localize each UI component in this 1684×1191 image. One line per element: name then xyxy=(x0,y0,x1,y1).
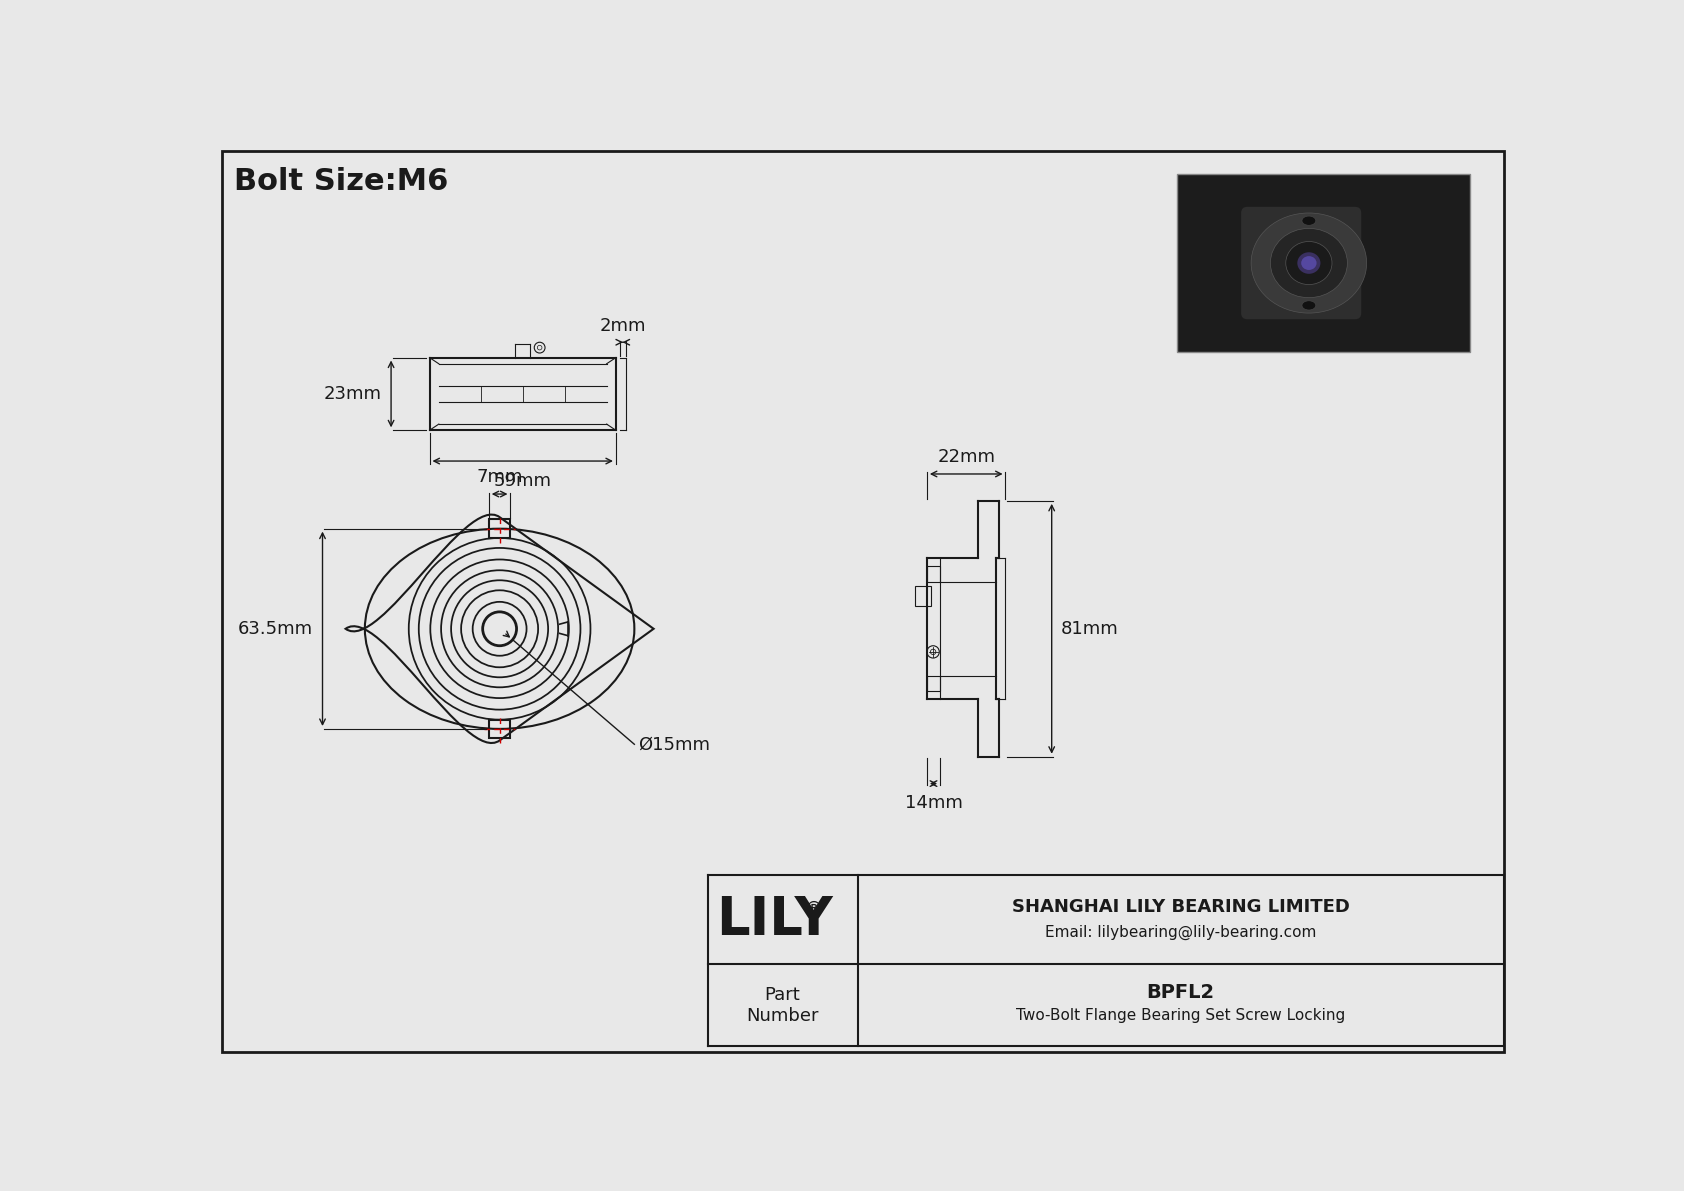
Ellipse shape xyxy=(1270,229,1347,298)
Text: Email: lilybearing@lily-bearing.com: Email: lilybearing@lily-bearing.com xyxy=(1046,924,1317,940)
Text: Part
Number: Part Number xyxy=(746,986,818,1024)
Ellipse shape xyxy=(1251,213,1367,313)
Ellipse shape xyxy=(1287,242,1332,285)
Ellipse shape xyxy=(1302,216,1315,225)
Text: Two-Bolt Flange Bearing Set Screw Locking: Two-Bolt Flange Bearing Set Screw Lockin… xyxy=(1015,1009,1346,1023)
Text: BPFL2: BPFL2 xyxy=(1147,984,1214,1003)
Text: 23mm: 23mm xyxy=(323,385,382,403)
Text: Ø15mm: Ø15mm xyxy=(638,735,711,753)
Text: ®: ® xyxy=(805,900,822,918)
Text: 63.5mm: 63.5mm xyxy=(237,619,313,638)
Text: 7mm: 7mm xyxy=(477,468,522,486)
Text: LILY: LILY xyxy=(716,893,834,946)
Bar xyxy=(1177,175,1470,351)
Text: 14mm: 14mm xyxy=(904,794,963,812)
Text: 59mm: 59mm xyxy=(493,472,552,490)
Text: Bolt Size:M6: Bolt Size:M6 xyxy=(234,167,448,195)
Text: 2mm: 2mm xyxy=(600,317,647,335)
Bar xyxy=(926,676,940,692)
Text: SHANGHAI LILY BEARING LIMITED: SHANGHAI LILY BEARING LIMITED xyxy=(1012,898,1349,916)
Bar xyxy=(916,586,931,606)
Text: 22mm: 22mm xyxy=(938,448,995,467)
Bar xyxy=(488,519,510,538)
FancyBboxPatch shape xyxy=(1241,207,1361,319)
Ellipse shape xyxy=(1297,252,1320,274)
Bar xyxy=(488,719,510,738)
Text: 81mm: 81mm xyxy=(1061,619,1118,638)
Bar xyxy=(926,566,940,581)
Ellipse shape xyxy=(1302,256,1317,270)
Ellipse shape xyxy=(1302,301,1315,310)
